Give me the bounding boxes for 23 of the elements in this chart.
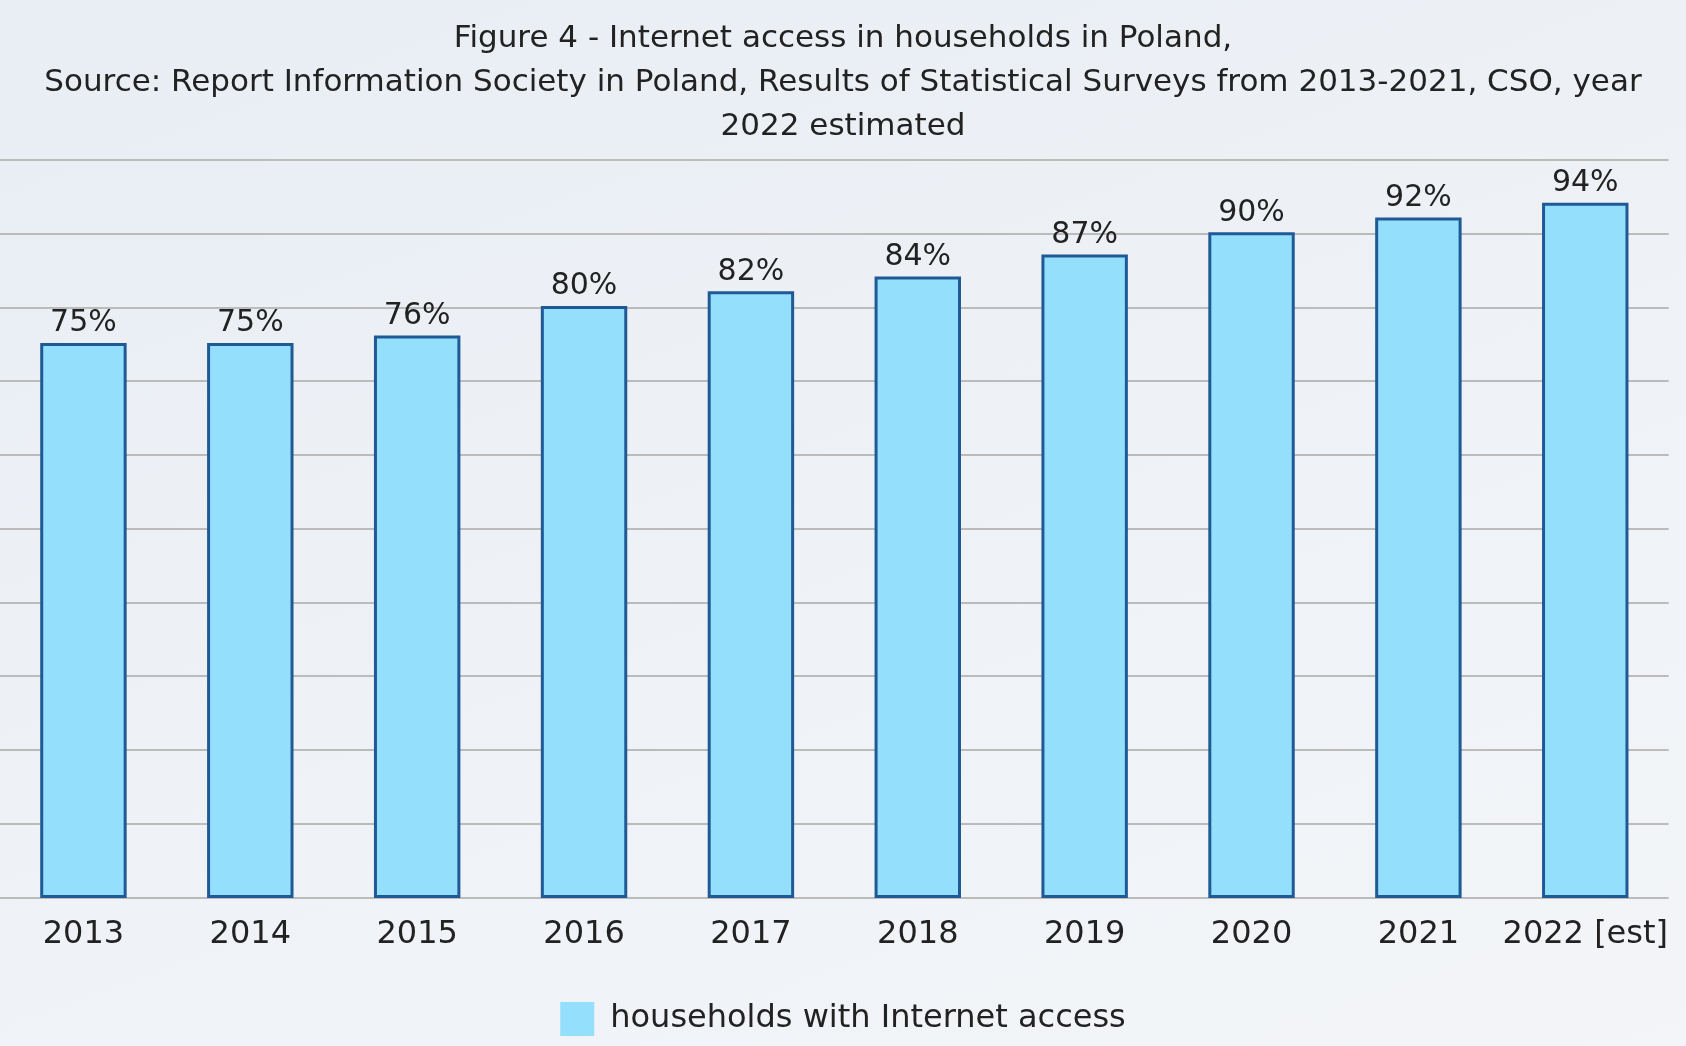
chart-subtitle: Source: Report Information Society in Poland, Results of Statistical Surveys from 2013-2021, CSO, year 2022 estimated — [43, 61, 1643, 144]
x-tick-label: 2020 — [1210, 913, 1293, 952]
data-label: 90% — [1218, 192, 1285, 228]
x-tick-label: 2016 — [543, 913, 625, 952]
x-tick-label: 2017 — [710, 913, 792, 952]
data-label: 84% — [884, 236, 952, 272]
legend-label: households with Internet access — [610, 997, 1126, 1036]
x-tick-label: 2022 [est] — [1502, 913, 1668, 952]
x-tick-label: 2013 — [42, 913, 125, 952]
x-tick-label: 2021 — [1377, 913, 1460, 952]
data-label: 82% — [717, 251, 785, 287]
x-tick-label: 2014 — [209, 913, 292, 952]
data-label: 75% — [50, 303, 117, 339]
data-label: 87% — [1051, 214, 1118, 250]
data-label: 76% — [383, 295, 451, 331]
chart-title: Figure 4 - Internet access in households in Poland, — [452, 17, 1234, 56]
x-tick-label: 2015 — [376, 913, 458, 952]
data-label: 92% — [1385, 177, 1452, 213]
data-label: 80% — [550, 266, 618, 302]
data-label: 94% — [1551, 163, 1619, 199]
x-tick-label: 2019 — [1043, 913, 1126, 952]
x-tick-label: 2018 — [877, 913, 959, 952]
data-label: 75% — [216, 303, 284, 339]
